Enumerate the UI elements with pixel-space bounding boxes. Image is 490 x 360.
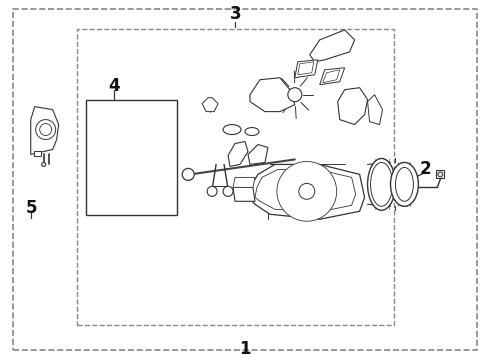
Polygon shape	[310, 30, 355, 62]
Circle shape	[207, 186, 217, 196]
Circle shape	[40, 123, 51, 135]
Circle shape	[36, 120, 56, 140]
Circle shape	[277, 161, 337, 221]
Polygon shape	[250, 78, 295, 112]
Polygon shape	[320, 68, 344, 85]
Circle shape	[288, 88, 302, 102]
Polygon shape	[323, 70, 340, 83]
Circle shape	[299, 183, 315, 199]
Polygon shape	[233, 177, 255, 187]
Polygon shape	[31, 107, 59, 154]
Circle shape	[42, 162, 46, 166]
Polygon shape	[298, 62, 314, 75]
Text: 5: 5	[25, 199, 37, 217]
Ellipse shape	[368, 158, 395, 210]
Text: 1: 1	[239, 340, 251, 358]
Polygon shape	[34, 152, 41, 157]
Polygon shape	[250, 165, 365, 219]
Ellipse shape	[223, 125, 241, 135]
Circle shape	[438, 172, 443, 177]
Ellipse shape	[370, 162, 392, 206]
Polygon shape	[202, 98, 218, 112]
Polygon shape	[338, 88, 368, 125]
Text: 3: 3	[229, 5, 241, 23]
Bar	[76, 29, 394, 325]
Text: 2: 2	[420, 159, 432, 177]
Text: 4: 4	[108, 77, 120, 95]
Polygon shape	[295, 60, 318, 78]
Polygon shape	[233, 187, 255, 201]
Polygon shape	[255, 170, 356, 212]
Ellipse shape	[245, 127, 259, 135]
Ellipse shape	[395, 167, 414, 201]
Polygon shape	[368, 95, 383, 125]
Circle shape	[223, 186, 233, 196]
Circle shape	[182, 168, 194, 180]
Bar	[86, 100, 176, 215]
Ellipse shape	[391, 162, 418, 206]
Polygon shape	[436, 170, 444, 179]
Polygon shape	[228, 141, 248, 166]
Polygon shape	[248, 144, 268, 165]
